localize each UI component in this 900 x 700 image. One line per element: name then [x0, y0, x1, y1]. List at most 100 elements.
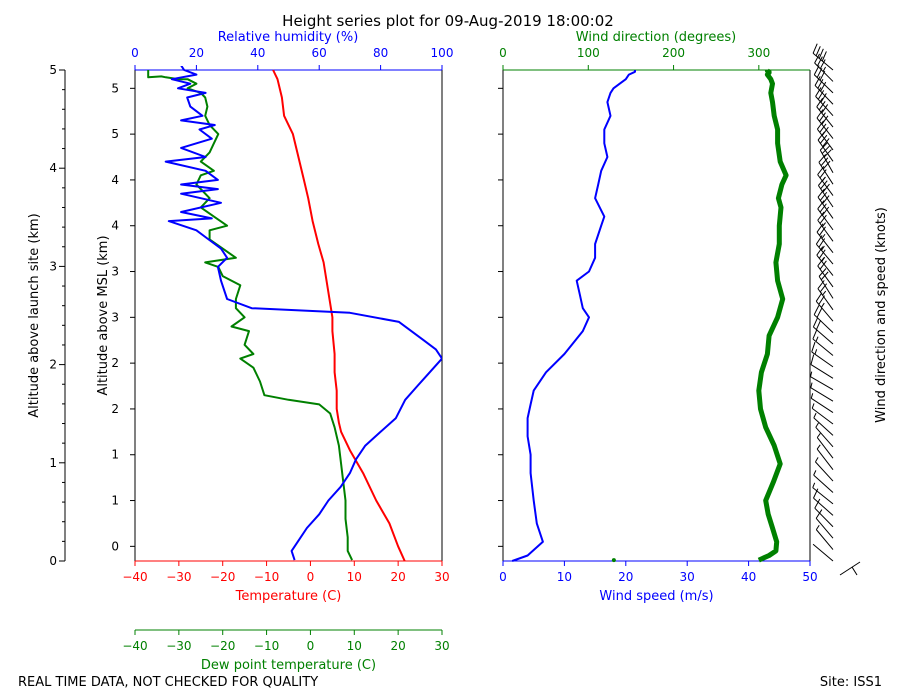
wind-barb-feather: [819, 59, 826, 69]
wind-barb-staff: [815, 461, 834, 482]
wind-barb-feather: [813, 488, 819, 499]
wind-barb-half-feather: [813, 412, 817, 419]
wind-barb-feather: [820, 81, 827, 92]
wind-barb-staff: [813, 497, 834, 516]
dewpoint-tick-label: 20: [391, 639, 406, 653]
wind-barb-staff: [812, 487, 834, 505]
msl-axis-label: Altitude above MSL (km): [96, 235, 111, 395]
wind-barb-staff: [816, 231, 834, 254]
wind-barb-half-feather: [810, 393, 814, 399]
humidity-axis-label: Relative humidity (%): [218, 30, 359, 45]
temperature-tick-label: −30: [166, 570, 191, 584]
wind-barb-half-feather: [816, 444, 821, 450]
wind-direction-line: [756, 68, 789, 563]
temperature-tick-label: −10: [254, 570, 279, 584]
launch-tick-label: 3: [49, 259, 57, 273]
wind-barb-feather: [817, 280, 825, 289]
temperature-tick-label: 10: [347, 570, 362, 584]
wind-barb-staff: [811, 407, 834, 425]
msl-tick-label: 3: [111, 265, 119, 279]
humidity-tick-label: 40: [250, 46, 265, 60]
wind-barb-feather: [819, 142, 828, 151]
wind-barb-staff: [815, 301, 834, 322]
launch-tick-label: 5: [49, 63, 57, 77]
chart-title: Height series plot for 09-Aug-2019 18:00…: [282, 12, 614, 30]
wind-barb-feather: [817, 188, 825, 198]
wind-barb-feather: [812, 43, 818, 54]
wind-barb-feather: [816, 307, 823, 318]
wind-barb-feather: [821, 104, 829, 114]
msl-tick-label: 1: [111, 448, 119, 462]
launch-tick-label: 0: [49, 554, 57, 568]
wind-direction-tick-label: 300: [747, 46, 770, 60]
wind-barb-feather: [814, 498, 821, 509]
msl-tick-label: 4: [111, 173, 119, 187]
wind-barb-feather: [815, 292, 823, 302]
wind-barb-half-feather: [810, 382, 813, 388]
wind-direction-tick-label: 100: [577, 46, 600, 60]
wind-barb-half-feather: [822, 290, 827, 296]
dewpoint-tick-label: −40: [122, 639, 147, 653]
humidity-tick-label: 60: [312, 46, 327, 60]
wind-barb-staff: [812, 543, 834, 562]
wind-barb-half-feather: [810, 371, 813, 377]
wind-barb-staff: [816, 117, 834, 139]
wind-barb-feather: [810, 354, 815, 365]
wind-barb-staff: [817, 174, 834, 196]
wind-barb-feather: [811, 341, 816, 353]
wind-barb-feather: [819, 191, 828, 201]
wind-barb-staff: [810, 376, 834, 391]
wind-barb-feather: [819, 203, 827, 213]
wind-barb-staff: [817, 185, 834, 208]
wind-barb-feather: [816, 120, 824, 130]
temperature-tick-label: 20: [391, 570, 406, 584]
wind-barb-feather: [812, 329, 818, 340]
wind-barb-feather: [819, 226, 826, 236]
wind-barb-staff: [817, 265, 834, 288]
temperature-tick-label: −20: [210, 570, 235, 584]
wind-speed-tick-label: 40: [741, 570, 756, 584]
wind-barb-feather: [822, 206, 830, 216]
msl-tick-label: 4: [111, 219, 119, 233]
wind-barb-feather: [819, 123, 827, 133]
dewpoint-tick-label: 30: [434, 639, 449, 653]
wind-barb-half-feather: [820, 302, 825, 308]
wind-speed-tick-label: 10: [557, 570, 572, 584]
wind-barb-feather: [816, 223, 824, 233]
wind-barb-feather: [815, 509, 823, 519]
wind-barb-feather: [817, 90, 825, 100]
wind-barb-staff: [839, 561, 861, 576]
wind-barb-feather: [817, 211, 825, 221]
wind-barb-staff: [816, 448, 834, 470]
wind-barb-feather: [818, 249, 826, 259]
wind-barb-staff: [816, 128, 834, 151]
wind-barb-half-feather: [821, 256, 826, 262]
dewpoint-line: [147, 70, 354, 561]
wind-barb-staff: [818, 276, 834, 299]
msl-tick-label: 2: [111, 356, 119, 370]
wind-barb-staff: [815, 96, 834, 117]
thermo-panel: 0 1 1 2 2 3 3 4 4 5 5 Altitude above MSL (km) 0 1 2 3 4 5…: [27, 30, 453, 673]
wind-barb-feather: [818, 101, 826, 111]
wind-barb-feather: [822, 160, 831, 170]
wind-speed-tick-label: 30: [680, 570, 695, 584]
temperature-tick-label: 30: [434, 570, 449, 584]
site-label: Site: ISS1: [820, 675, 882, 690]
wind-barb-feather: [821, 51, 827, 62]
wind-barb-staff: [810, 397, 834, 413]
wind-barb-feather: [813, 305, 820, 315]
wind-barb-staff: [818, 162, 834, 185]
wind-barb-staff: [811, 351, 834, 368]
humidity-tick-label: 0: [131, 46, 139, 60]
wind-barb-feather: [821, 145, 830, 154]
wind-barb-half-feather: [812, 482, 816, 488]
msl-tick-label: 5: [111, 127, 119, 141]
dewpoint-axis-label: Dew point temperature (C): [201, 658, 376, 673]
wind-barb-staff: [813, 417, 834, 436]
wind-barb-staff: [816, 106, 834, 128]
wind-barb-feather: [820, 180, 828, 190]
wind-barb-staff: [815, 427, 834, 448]
wind-barb-feather: [816, 109, 824, 119]
wind-barb-half-feather: [815, 457, 819, 463]
wind-barb-half-feather: [815, 524, 820, 530]
